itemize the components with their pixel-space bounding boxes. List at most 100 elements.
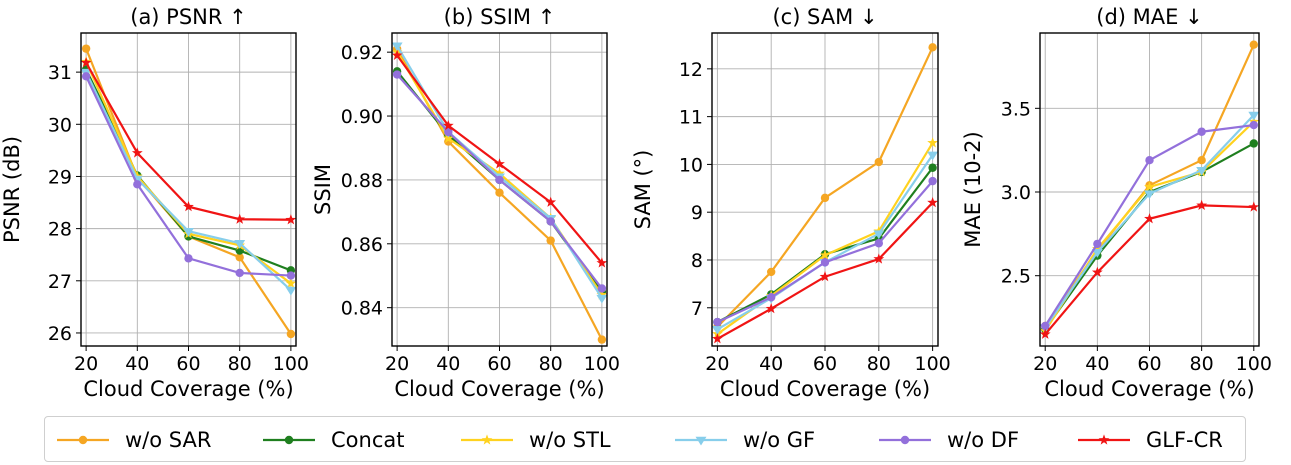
x-tick-label: 40 — [125, 353, 149, 375]
legend-marker-w-o-df — [879, 435, 931, 445]
x-tick-label: 20 — [385, 353, 409, 375]
y-tick-label: 7 — [691, 298, 703, 320]
data-point-glf-cr — [442, 119, 454, 131]
data-point-w-o-sar — [928, 43, 937, 52]
x-tick-label: 100 — [1236, 353, 1272, 375]
legend-label: w/o STL — [529, 428, 611, 452]
chart-panel-1: 20 40 60 80 100 26 27 28 29 30 31 (a) PSNR ↑ Cloud C… — [0, 5, 309, 401]
data-point-concat — [928, 163, 937, 172]
data-point-w-o-sar — [235, 253, 244, 262]
y-tick-label: 8 — [691, 250, 703, 272]
data-point-w-o-df — [495, 175, 504, 185]
data-point-w-o-df — [184, 254, 193, 263]
y-tick-label: 3.0 — [1001, 182, 1031, 204]
data-point-w-o-sar — [546, 236, 555, 245]
data-point-glf-cr — [494, 158, 505, 169]
y-tick-label: 31 — [48, 62, 72, 84]
data-point-glf-cr — [131, 147, 143, 158]
y-tick-label: 30 — [48, 114, 72, 136]
series-glf-cr — [80, 57, 297, 225]
x-axis-label: Cloud Coverage (%) — [394, 377, 604, 401]
series-w-o-sar — [713, 43, 937, 332]
x-tick-label: 40 — [1085, 353, 1109, 375]
data-point-w-o-df — [820, 258, 830, 267]
data-point-w-o-sar — [874, 157, 884, 167]
legend-item-w-o-df: w/o DF — [877, 417, 1019, 463]
x-tick-label: 100 — [914, 353, 950, 375]
y-tick-label: 10 — [679, 154, 703, 176]
data-point-w-o-stl — [1091, 243, 1103, 254]
data-point-w-o-gf — [873, 230, 885, 240]
x-tick-label: 40 — [436, 353, 460, 375]
x-axis-label: Cloud Coverage (%) — [1044, 377, 1254, 401]
x-tick-label: 80 — [228, 353, 252, 375]
legend-marker-w-o-stl — [461, 434, 513, 445]
legend-item-w-o-gf: w/o GF — [673, 417, 815, 463]
x-tick-label: 80 — [867, 353, 891, 375]
legend-marker-glf-cr — [1078, 434, 1130, 445]
series-w-o-df — [713, 176, 937, 327]
legend-item-glf-cr: GLF-CR — [1076, 417, 1223, 463]
legend-label: Concat — [331, 428, 405, 452]
data-point-glf-cr — [765, 303, 777, 314]
series-glf-cr — [711, 196, 939, 344]
data-point-w-o-sar — [81, 44, 91, 53]
data-point-glf-cr — [1144, 213, 1155, 224]
data-point-glf-cr — [80, 57, 92, 68]
series-w-o-df — [81, 72, 296, 280]
data-point-w-o-gf — [1196, 166, 1208, 176]
legend-item-concat: Concat — [261, 417, 404, 463]
y-axis-label: MAE (10-2) — [961, 131, 985, 247]
legend-item-w-o-stl: w/o STL — [459, 417, 611, 463]
legend: w/o SAR Concat w/o STL w/o GF w/o DF GLF… — [44, 416, 1246, 462]
y-tick-label: 11 — [679, 107, 703, 129]
x-tick-label: 60 — [813, 353, 837, 375]
legend-marker-concat — [263, 435, 315, 445]
legend-label: w/o SAR — [125, 428, 212, 452]
y-tick-label: 3.5 — [1001, 98, 1031, 120]
data-point-w-o-df — [1197, 127, 1206, 136]
data-point-w-o-df — [444, 127, 453, 137]
series-w-o-df — [1041, 120, 1258, 331]
data-point-w-o-stl — [494, 167, 505, 179]
x-axis-label: Cloud Coverage (%) — [720, 377, 930, 401]
data-point-w-o-df — [546, 217, 555, 226]
data-point-w-o-gf — [927, 151, 939, 161]
chart-panel-3: 20 40 60 80 100 7 8 9 10 11 12 (c) SAM ↓ Cloud Cover… — [631, 5, 951, 401]
y-axis-label: PSNR (dB) — [0, 136, 24, 243]
data-point-w-o-df — [597, 284, 607, 293]
data-point-w-o-gf — [234, 239, 246, 249]
chart-title: (a) PSNR ↑ — [130, 5, 247, 29]
y-tick-label: 29 — [48, 166, 72, 188]
data-point-w-o-df — [286, 271, 296, 280]
chart-panel-4: 20 40 60 80 100 2.5 3.0 3.5 (d) MAE ↓ Cloud Cover… — [961, 5, 1272, 401]
x-tick-label: 100 — [584, 353, 620, 375]
x-tick-label: 20 — [1033, 353, 1057, 375]
legend-label: GLF-CR — [1146, 428, 1223, 452]
data-point-w-o-sar — [1197, 156, 1206, 165]
series-glf-cr — [1039, 199, 1260, 339]
y-tick-label: 28 — [48, 219, 72, 241]
chart-panel-2: 20 40 60 80 100 0.84 0.86 0.88 0.90 0.92 (b) SSIM … — [311, 5, 620, 401]
data-point-w-o-df — [133, 180, 142, 189]
data-point-w-o-df — [81, 72, 91, 81]
y-tick-label: 26 — [48, 323, 72, 345]
x-tick-label: 20 — [74, 353, 98, 375]
y-axis-label: SSIM — [311, 164, 335, 215]
data-point-glf-cr — [819, 271, 831, 282]
data-point-w-o-sar — [766, 267, 776, 277]
data-point-w-o-df — [392, 70, 402, 79]
data-point-glf-cr — [1091, 266, 1103, 277]
data-point-w-o-gf — [183, 227, 194, 237]
y-tick-label: 2.5 — [1001, 266, 1031, 288]
data-point-w-o-stl — [1144, 181, 1155, 192]
data-point-glf-cr — [391, 49, 403, 60]
data-point-w-o-stl — [927, 137, 939, 148]
x-tick-label: 60 — [1137, 353, 1161, 375]
data-point-w-o-sar — [1249, 40, 1258, 49]
y-tick-label: 0.88 — [341, 170, 383, 192]
data-point-w-o-stl — [819, 249, 831, 260]
legend-marker-w-o-gf — [675, 436, 727, 446]
data-point-w-o-df — [928, 176, 937, 186]
